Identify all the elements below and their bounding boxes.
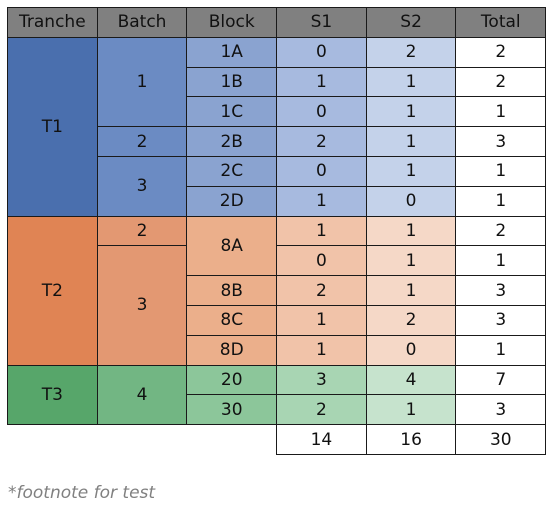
cell-total: 3 <box>456 127 546 157</box>
cell-tranche: T2 <box>8 216 98 365</box>
blank-cell <box>8 425 98 455</box>
cell-s2: 1 <box>366 276 456 306</box>
cell-s2: 1 <box>366 395 456 425</box>
cell-total: 3 <box>456 395 546 425</box>
blank-cell <box>97 425 187 455</box>
cell-s2: 0 <box>366 186 456 216</box>
cell-total: 1 <box>456 335 546 365</box>
table-row: T3 4 20 3 4 7 <box>8 365 546 395</box>
cell-block: 8D <box>187 335 277 365</box>
cell-block: 1B <box>187 67 277 97</box>
header-row: Tranche Batch Block S1 S2 Total <box>8 8 546 38</box>
totals-s2: 16 <box>366 425 456 455</box>
cell-s1: 0 <box>277 246 367 276</box>
header-batch: Batch <box>97 8 187 38</box>
cell-s1: 1 <box>277 335 367 365</box>
cell-block: 2B <box>187 127 277 157</box>
totals-s1: 14 <box>277 425 367 455</box>
header-total: Total <box>456 8 546 38</box>
totals-row: 14 16 30 <box>8 425 546 455</box>
cell-s1: 3 <box>277 365 367 395</box>
cell-s1: 1 <box>277 67 367 97</box>
cell-s2: 0 <box>366 335 456 365</box>
cell-block: 8C <box>187 305 277 335</box>
cell-s2: 1 <box>366 67 456 97</box>
cell-total: 1 <box>456 246 546 276</box>
cell-s2: 1 <box>366 216 456 246</box>
cell-batch: 4 <box>97 365 187 425</box>
cell-batch: 3 <box>97 246 187 365</box>
cell-s1: 2 <box>277 276 367 306</box>
totals-total: 30 <box>456 425 546 455</box>
cell-s1: 2 <box>277 127 367 157</box>
cell-s2: 1 <box>366 156 456 186</box>
table-row: T1 1 1A 0 2 2 <box>8 37 546 67</box>
cell-tranche: T3 <box>8 365 98 425</box>
cell-block: 1A <box>187 37 277 67</box>
cell-s2: 2 <box>366 37 456 67</box>
cell-s1: 0 <box>277 97 367 127</box>
header-tranche: Tranche <box>8 8 98 38</box>
blank-cell <box>187 425 277 455</box>
cell-s1: 1 <box>277 305 367 335</box>
header-block: Block <box>187 8 277 38</box>
cell-s2: 1 <box>366 97 456 127</box>
cell-batch: 2 <box>97 216 187 246</box>
cell-total: 2 <box>456 67 546 97</box>
cell-block: 8B <box>187 276 277 306</box>
cell-total: 2 <box>456 37 546 67</box>
header-s2: S2 <box>366 8 456 38</box>
cell-s2: 4 <box>366 365 456 395</box>
cell-block: 8A <box>187 216 277 276</box>
cell-total: 1 <box>456 156 546 186</box>
cell-s1: 1 <box>277 216 367 246</box>
cell-total: 7 <box>456 365 546 395</box>
cell-batch: 3 <box>97 156 187 216</box>
cell-block: 30 <box>187 395 277 425</box>
cell-total: 3 <box>456 276 546 306</box>
cell-block: 1C <box>187 97 277 127</box>
header-s1: S1 <box>277 8 367 38</box>
cell-s2: 2 <box>366 305 456 335</box>
cell-total: 1 <box>456 186 546 216</box>
footnote: *footnote for test <box>8 483 155 503</box>
cell-block: 20 <box>187 365 277 395</box>
cell-tranche: T1 <box>8 37 98 216</box>
cell-s1: 0 <box>277 156 367 186</box>
cell-block: 2C <box>187 156 277 186</box>
cell-block: 2D <box>187 186 277 216</box>
cell-s1: 1 <box>277 186 367 216</box>
cell-s2: 1 <box>366 127 456 157</box>
cell-total: 2 <box>456 216 546 246</box>
cell-batch: 1 <box>97 37 187 126</box>
cell-batch: 2 <box>97 127 187 157</box>
table-row: T2 2 8A 1 1 2 <box>8 216 546 246</box>
data-table: Tranche Batch Block S1 S2 Total T1 1 1A 0 2 2… <box>7 7 546 455</box>
cell-s2: 1 <box>366 246 456 276</box>
cell-s1: 0 <box>277 37 367 67</box>
cell-total: 1 <box>456 97 546 127</box>
cell-s1: 2 <box>277 395 367 425</box>
cell-total: 3 <box>456 305 546 335</box>
